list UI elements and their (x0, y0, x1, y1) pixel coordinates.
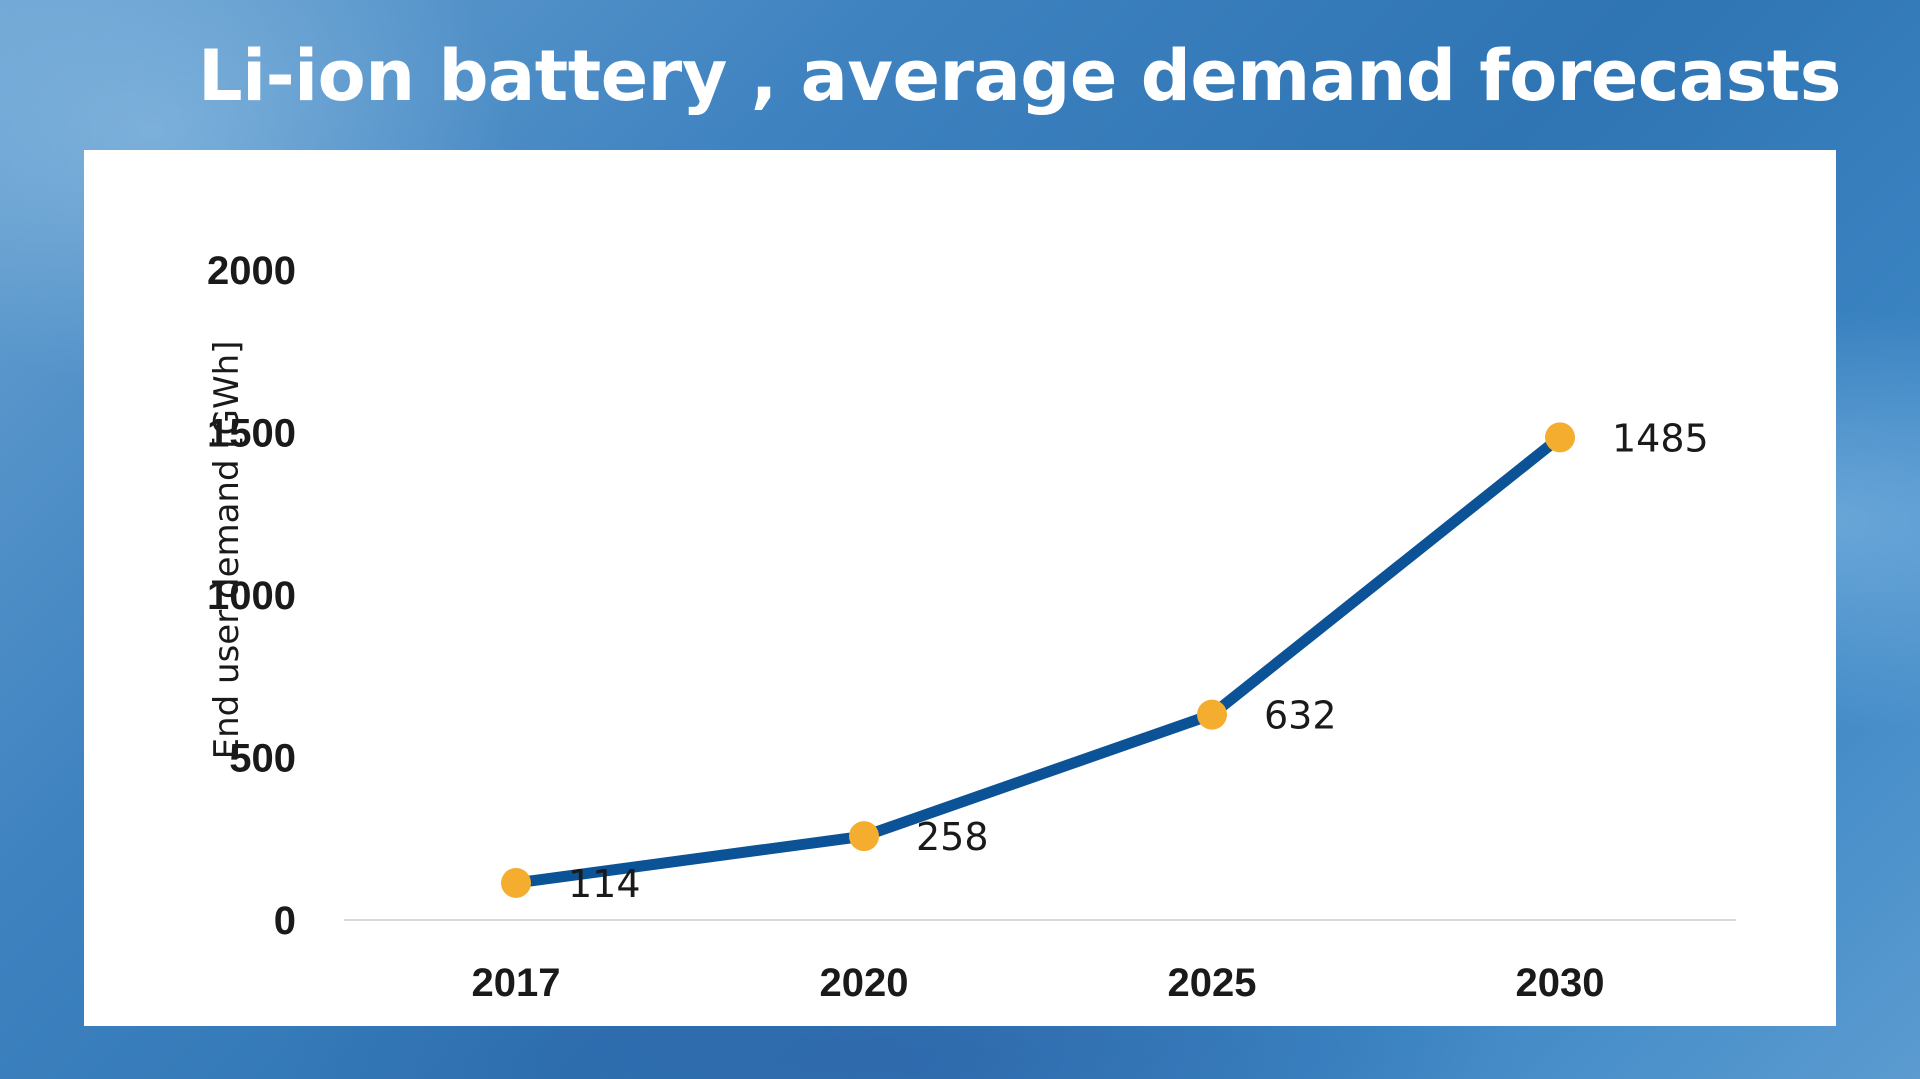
y-tick-label: 2000 (207, 249, 296, 293)
data-label: 258 (916, 815, 989, 859)
x-tick-label: 2020 (820, 961, 909, 1005)
x-tick-label: 2017 (472, 961, 561, 1005)
data-points (501, 422, 1575, 898)
y-tick-label: 1000 (207, 574, 296, 618)
data-point-marker (849, 821, 879, 852)
y-axis-label: End user demand [GWh] (207, 341, 247, 760)
y-tick-label: 0 (274, 899, 296, 943)
y-tick-label: 500 (229, 737, 296, 781)
y-axis-ticks: 0 500 1000 1500 2000 (207, 249, 296, 943)
x-axis-ticks: 2017 2020 2025 2030 (472, 961, 1605, 1005)
data-labels: 114 258 632 1485 (568, 416, 1709, 906)
series-line (510, 431, 1566, 889)
y-tick-label: 1500 (207, 412, 296, 456)
data-point-marker (1197, 699, 1227, 730)
data-point-marker (501, 867, 531, 898)
data-label: 1485 (1612, 416, 1709, 460)
y-axis-label-group: End user demand [GWh] (207, 341, 247, 760)
slide-title: Li-ion battery , average demand forecast… (198, 35, 1841, 117)
data-label: 114 (568, 862, 641, 906)
line-chart: End user demand [GWh] 0 500 1000 1500 2000 2… (207, 249, 1736, 1005)
x-tick-label: 2030 (1516, 961, 1605, 1005)
data-point-marker (1545, 422, 1575, 453)
data-label: 632 (1264, 694, 1337, 738)
chart-card: End user demand [GWh] 0 500 1000 1500 2000 2… (84, 150, 1836, 1026)
x-tick-label: 2025 (1168, 961, 1257, 1005)
